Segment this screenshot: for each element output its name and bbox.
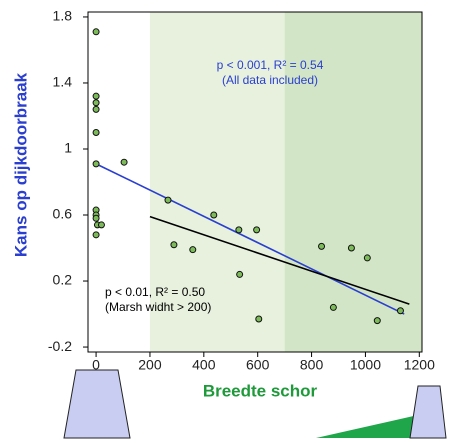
y-tick-label: -0.2 xyxy=(48,338,72,354)
data-point xyxy=(255,315,263,323)
y-tick-label: 1.4 xyxy=(53,74,73,90)
data-point xyxy=(318,242,326,250)
data-point xyxy=(92,231,100,239)
x-tick-label: 1200 xyxy=(404,357,435,373)
x-tick-label: 0 xyxy=(92,357,100,373)
data-point xyxy=(329,303,337,311)
y-tick-label: 1.8 xyxy=(53,8,73,24)
data-point xyxy=(92,92,100,100)
data-point xyxy=(396,307,404,315)
data-point xyxy=(363,254,371,262)
data-point xyxy=(236,270,244,278)
x-tick-label: 600 xyxy=(246,357,270,373)
data-point xyxy=(92,214,100,222)
data-point xyxy=(92,99,100,107)
y-tick-label: 0.6 xyxy=(53,206,73,222)
data-point xyxy=(347,244,355,252)
data-point xyxy=(92,105,100,113)
data-point xyxy=(170,241,178,249)
plot-area: 0 200 400 600 800 1000 1200 -0.2 0.2 0.6 1 1.4 1.8 p … xyxy=(48,8,435,373)
dike-icon-right xyxy=(409,385,447,439)
data-point xyxy=(92,28,100,36)
regression-line xyxy=(149,215,410,305)
annotation: (All data included) xyxy=(222,73,318,87)
data-point xyxy=(120,158,128,166)
regression-line xyxy=(95,163,405,315)
data-point xyxy=(97,221,105,229)
data-point xyxy=(92,160,100,168)
annotation: p < 0.01, R² = 0.50 xyxy=(105,285,205,299)
marsh-wedge xyxy=(316,415,418,438)
annotation: p < 0.001, R² = 0.54 xyxy=(217,58,324,72)
y-tick-label: 0.2 xyxy=(53,272,73,288)
x-tick-label: 200 xyxy=(138,357,162,373)
annotation: (Marsh widht > 200) xyxy=(105,300,211,314)
data-point xyxy=(210,211,218,219)
y-tick-label: 1 xyxy=(64,140,72,156)
shaded-band xyxy=(284,12,422,352)
shaded-band xyxy=(149,12,285,352)
data-point xyxy=(253,226,261,234)
plot-frame xyxy=(87,11,423,353)
x-tick-label: 800 xyxy=(300,357,324,373)
data-point xyxy=(164,196,172,204)
data-point xyxy=(235,226,243,234)
data-point xyxy=(92,128,100,136)
x-axis-label: Breedte schor xyxy=(203,381,318,400)
x-tick-label: 400 xyxy=(192,357,216,373)
y-axis-label: Kans op dijkdoorbraak xyxy=(11,72,30,257)
data-point xyxy=(189,246,197,254)
dike-icon-left xyxy=(63,369,131,439)
data-point xyxy=(373,317,381,325)
x-tick-label: 1000 xyxy=(350,357,381,373)
